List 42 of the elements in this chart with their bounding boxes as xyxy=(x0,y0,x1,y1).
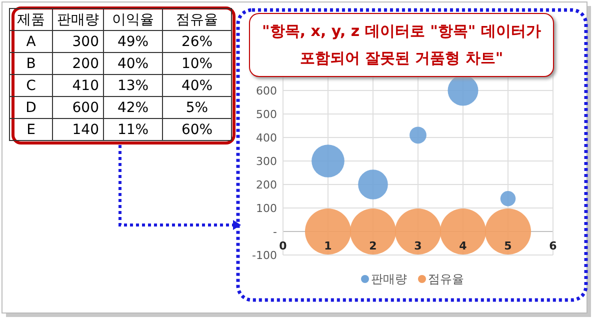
text: 11% xyxy=(104,118,162,140)
text: 40% xyxy=(162,74,232,96)
x-tick-label: 0 xyxy=(279,240,288,252)
text: A xyxy=(10,30,52,52)
text: 42% xyxy=(104,96,162,118)
text: 49% xyxy=(104,30,162,52)
x-tick-label: 2 xyxy=(369,240,377,252)
legend-label: 점유율 xyxy=(428,272,464,286)
text: 600 xyxy=(52,96,104,118)
text: 40% xyxy=(104,52,162,74)
text: 140 xyxy=(52,118,104,140)
text: 제품 xyxy=(10,8,52,30)
text: E xyxy=(10,118,52,140)
annotation: "항목, x, y, z 데이터로 "항목" 데이터가 포함되어 잘못된 거품형 차트" xyxy=(249,13,554,77)
y-tick-label: 600 xyxy=(256,84,277,98)
y-tick-label: 200 xyxy=(256,178,277,192)
text: 410 xyxy=(52,74,104,96)
text: 200 xyxy=(52,52,104,74)
text: D xyxy=(10,96,52,118)
y-tick-label: - xyxy=(273,226,278,238)
x-tick-label: 6 xyxy=(549,240,558,252)
x-tick-label: 4 xyxy=(459,240,468,252)
text: 300 xyxy=(52,30,104,52)
text: 5% xyxy=(162,96,232,118)
y-tick-label: 400 xyxy=(256,132,277,144)
legend-label: 판매량 xyxy=(371,272,407,286)
text: C xyxy=(10,74,52,96)
y-tick-label: -100 xyxy=(252,249,277,262)
text: 13% xyxy=(104,74,162,96)
text: 10% xyxy=(162,52,232,74)
y-tick-label: 300 xyxy=(256,155,277,168)
text: 판매량 xyxy=(52,8,104,30)
x-tick-label: 3 xyxy=(414,240,422,252)
text: 26% xyxy=(162,30,232,52)
text: 60% xyxy=(162,118,232,140)
y-tick-label: 100 xyxy=(256,202,277,215)
x-tick-label: 5 xyxy=(504,240,512,252)
text: 이익율 xyxy=(104,8,162,30)
text: B xyxy=(10,52,52,74)
y-tick-label: 500 xyxy=(256,108,277,121)
x-tick-label: 1 xyxy=(324,240,332,252)
text: 점유율 xyxy=(162,8,232,30)
